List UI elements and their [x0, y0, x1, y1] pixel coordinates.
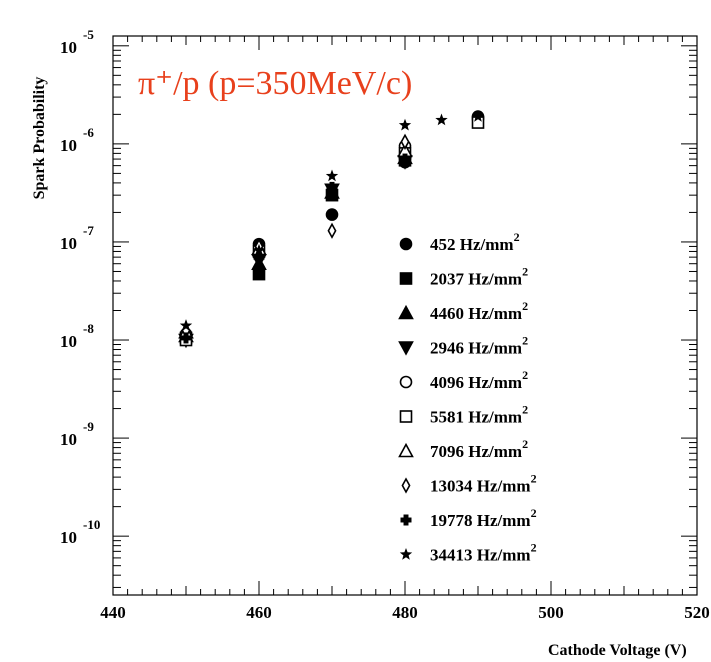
legend-label-1: 2037 Hz/mm2 — [430, 265, 528, 289]
legend-label-5: 5581 Hz/mm2 — [430, 403, 528, 427]
legend-label-6: 7096 Hz/mm2 — [430, 437, 528, 461]
data-point-s9-p2 — [325, 169, 339, 182]
data-point-s9-p3 — [398, 118, 412, 131]
data-point-s8-p1 — [253, 251, 265, 263]
legend-label-8: 19778 Hz/mm2 — [430, 506, 537, 530]
data-point-s1-p1 — [252, 267, 266, 281]
y-tick-label: 10-5 — [60, 27, 94, 57]
legend-label-7: 13034 Hz/mm2 — [430, 472, 537, 496]
y-axis-label: Spark Probability — [31, 77, 48, 200]
data-point-s7-p3 — [400, 133, 410, 150]
legend-marker-8 — [400, 514, 412, 526]
legend-marker-4 — [399, 375, 413, 389]
legend-marker-1 — [399, 272, 413, 285]
data-point-s8-p3 — [399, 153, 411, 165]
x-tick-label: 480 — [392, 603, 418, 622]
legend-marker-5 — [399, 410, 413, 423]
data-point-s9-p5 — [471, 110, 485, 122]
y-tick-label: 10-9 — [60, 419, 94, 449]
data-point-s7-p2 — [327, 222, 337, 239]
legend-label-9: 34413 Hz/mm2 — [430, 541, 537, 565]
y-tick-label: 10-7 — [60, 223, 94, 253]
data-point-s0-p2 — [325, 208, 339, 221]
y-tick-label: 10-8 — [60, 321, 94, 351]
y-tick-label: 10-10 — [60, 517, 100, 547]
x-tick-label: 500 — [538, 603, 564, 622]
y-tick-label: 10-6 — [60, 125, 94, 155]
x-tick-label: 460 — [246, 603, 272, 622]
data-point-s9-p1 — [252, 243, 266, 256]
legend-marker-7 — [401, 477, 411, 494]
legend-label-0: 452 Hz/mm2 — [430, 230, 520, 254]
data-point-s8-p2 — [326, 181, 338, 193]
legend-label-2: 4460 Hz/mm2 — [430, 299, 528, 323]
chart-annotation: π⁺/p (p=350MeV/c) — [138, 65, 412, 102]
legend-marker-3 — [398, 341, 414, 356]
x-axis-label: Cathode Voltage (V) — [548, 642, 687, 659]
legend-marker-9 — [399, 548, 413, 560]
legend-marker-2 — [398, 304, 414, 320]
legend-label-3: 2946 Hz/mm2 — [430, 334, 528, 358]
legend-marker-0 — [399, 237, 413, 251]
data-point-s9-p0 — [179, 319, 193, 331]
x-tick-label: 520 — [684, 603, 710, 622]
legend-label-4: 4096 Hz/mm2 — [430, 368, 528, 392]
data-point-s8-p0 — [180, 332, 192, 344]
legend-marker-6 — [398, 442, 414, 458]
x-tick-label: 440 — [100, 603, 126, 622]
data-point-s9-p4 — [435, 113, 448, 126]
